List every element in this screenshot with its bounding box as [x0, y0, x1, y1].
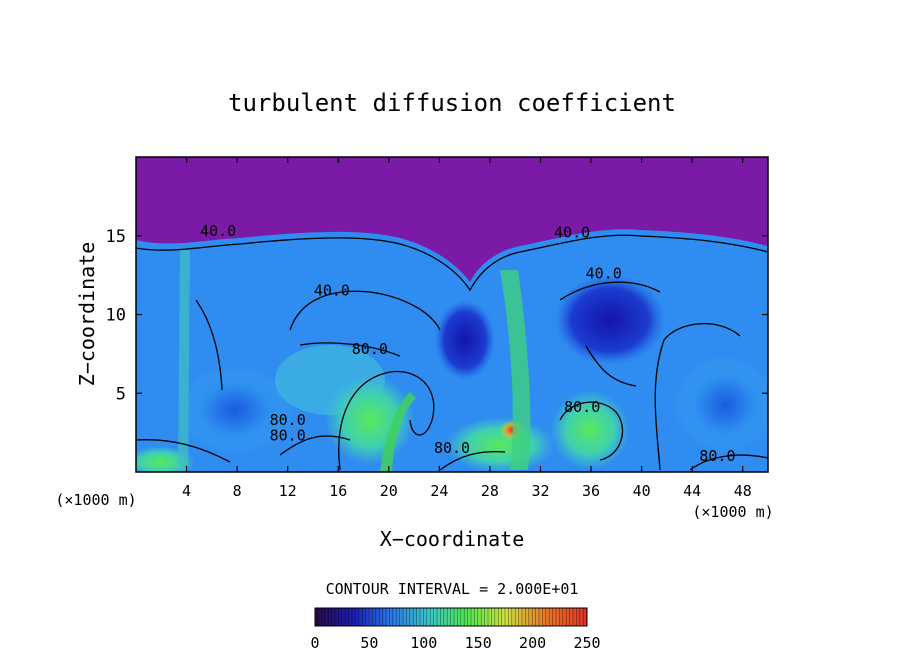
contour-label: 40.0	[586, 264, 622, 282]
x-tick-label: 16	[329, 482, 347, 500]
contour-lines	[136, 234, 768, 471]
x-tick-label: 36	[582, 482, 600, 500]
y-axis: 5 10 15	[106, 227, 768, 404]
green-bottom-right	[550, 390, 630, 470]
x-axis-label: X−coordinate	[380, 527, 525, 551]
colorbar-tick-label: 0	[310, 634, 319, 652]
x-tick-label: 4	[182, 482, 191, 500]
contour-label: 80.0	[270, 427, 306, 445]
contour-label: 80.0	[270, 411, 306, 429]
contour-label: 40.0	[314, 282, 350, 300]
contour-label: 80.0	[699, 447, 735, 465]
swirl-right	[673, 355, 768, 455]
x-tick-label: 12	[279, 482, 297, 500]
x-tick-label: 24	[430, 482, 448, 500]
colorbar-tick-label: 250	[573, 634, 600, 652]
contour-label: 40.0	[554, 223, 590, 241]
x-tick-label: 20	[380, 482, 398, 500]
deep-blue-center	[555, 275, 665, 365]
x-unit-left: (×1000 m)	[55, 491, 136, 509]
chart-title: turbulent diffusion coefficient	[228, 89, 676, 117]
colorbar-tick-label: 200	[519, 634, 546, 652]
plume-stem	[380, 392, 416, 472]
colorbar-ticks: 0 50 100 150 200 250	[310, 634, 600, 652]
y-tick-label: 5	[116, 384, 126, 404]
updraft-left	[178, 250, 190, 472]
colorbar-stripes	[317, 608, 587, 626]
colorbar-tick-label: 100	[410, 634, 437, 652]
x-tick-label: 48	[734, 482, 752, 500]
y-tick-label: 10	[106, 306, 126, 326]
swirl-left	[175, 365, 295, 455]
contour-label: 80.0	[352, 340, 388, 358]
y-tick-label: 15	[106, 227, 126, 247]
x-axis: 4 8 12 16 20 24 28 32 36 40 44 48	[182, 157, 752, 500]
y-axis-label: Z−coordinate	[75, 242, 99, 387]
contour-label: 80.0	[434, 439, 470, 457]
colorbar	[315, 608, 587, 626]
colorbar-tick-label: 50	[360, 634, 378, 652]
colorbar-frame	[314, 607, 588, 627]
deep-blue-core	[435, 300, 495, 380]
x-tick-label: 44	[683, 482, 701, 500]
updraft-column	[500, 270, 531, 470]
x-tick-label: 40	[633, 482, 651, 500]
colorbar-tick-label: 150	[465, 634, 492, 652]
x-tick-label: 8	[233, 482, 242, 500]
plot-area: 40.040.080.040.040.080.080.080.080.080.0	[136, 157, 768, 472]
x-tick-label: 28	[481, 482, 499, 500]
x-unit-right: (×1000 m)	[692, 503, 773, 521]
contour-label: 40.0	[200, 222, 236, 240]
contour-labels: 40.040.080.040.040.080.080.080.080.080.0	[200, 222, 735, 465]
contour-interval-label: CONTOUR INTERVAL = 2.000E+01	[326, 580, 579, 598]
contour-label: 80.0	[564, 398, 600, 416]
x-tick-label: 32	[531, 482, 549, 500]
